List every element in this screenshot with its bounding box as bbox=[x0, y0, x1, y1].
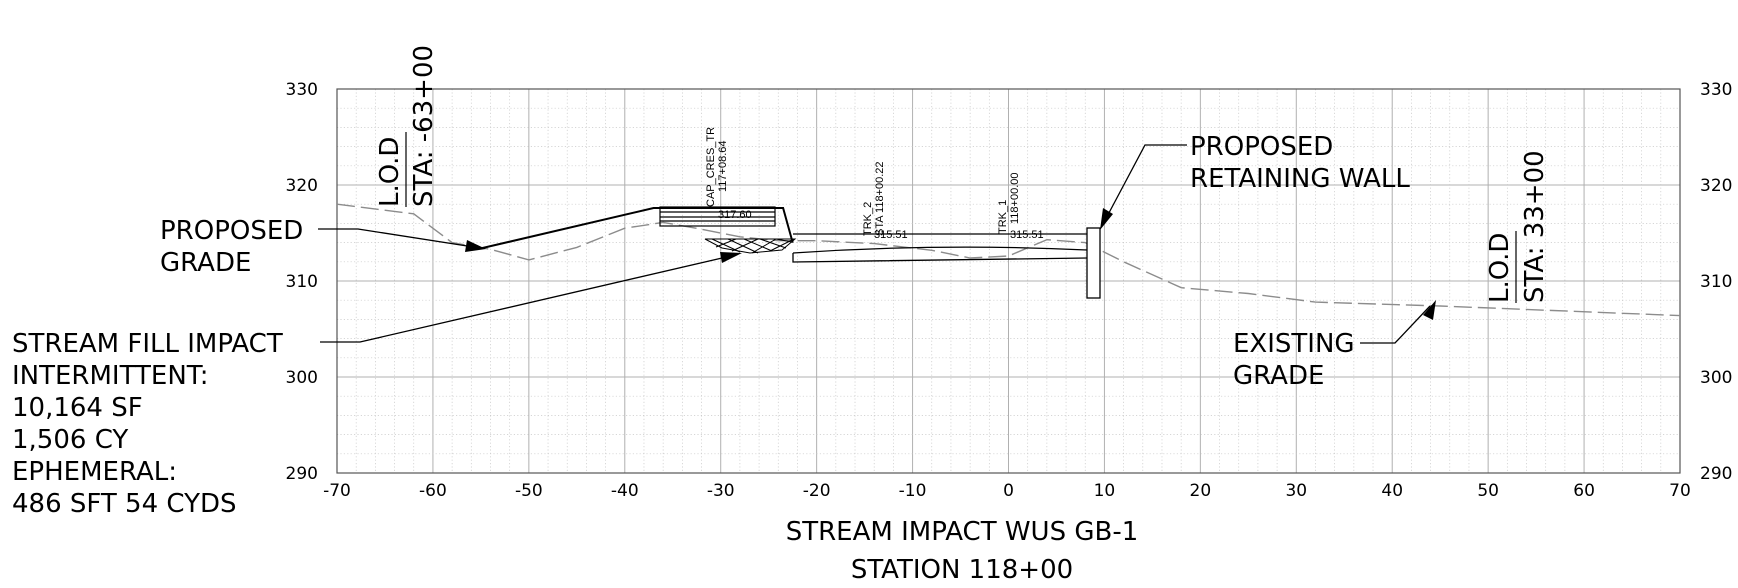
existing-grade-arrow bbox=[1423, 300, 1436, 320]
stream-fill-arrow bbox=[720, 252, 742, 263]
profile-lines bbox=[336, 203, 1681, 317]
x-tick-label: -60 bbox=[419, 481, 447, 501]
trk2-name-label: TRK_2 bbox=[862, 202, 874, 236]
proposed-grade-label-2: GRADE bbox=[160, 248, 251, 278]
plot-frame bbox=[336, 88, 1681, 474]
stream-fill-hatch bbox=[704, 238, 797, 254]
existing-grade-line bbox=[336, 203, 1681, 317]
x-tick-label: 50 bbox=[1477, 481, 1499, 501]
lod-right-label: L.O.D bbox=[1485, 233, 1515, 303]
leader-lines bbox=[318, 144, 1431, 344]
proposed-grade-arrow bbox=[465, 240, 486, 252]
proposed-grade-leader bbox=[318, 228, 481, 249]
cap-structure bbox=[659, 206, 776, 227]
stream-fill-label-4: 1,506 CY bbox=[12, 425, 128, 455]
lod-right-station: STA: 33+00 bbox=[1520, 150, 1550, 303]
drawing-title: STREAM IMPACT WUS GB-1 bbox=[786, 517, 1139, 547]
existing-grade-leader bbox=[1360, 305, 1431, 344]
drawing-subtitle: STATION 118+00 bbox=[851, 555, 1073, 585]
y-tick-label-left: 300 bbox=[286, 368, 318, 388]
y-tick-label-right: 320 bbox=[1700, 176, 1732, 196]
existing-grade-label-2: GRADE bbox=[1233, 361, 1324, 391]
plot-grid bbox=[336, 88, 1681, 474]
lod-left-label: L.O.D bbox=[375, 137, 405, 207]
retaining-wall-arrow bbox=[1100, 208, 1113, 230]
y-tick-labels: 330 330 320 320 310 310 300 300 290 290 bbox=[286, 80, 1733, 484]
trk2-elevation-label: 315.51 bbox=[874, 229, 908, 241]
x-tick-label: 10 bbox=[1094, 481, 1116, 501]
x-tick-label: 30 bbox=[1285, 481, 1307, 501]
trk1-elevation-label: 315.51 bbox=[1010, 229, 1044, 241]
stream-fill-label-5: EPHEMERAL: bbox=[12, 457, 177, 487]
cap-elevation-label: 317.60 bbox=[718, 209, 752, 221]
x-tick-label: 0 bbox=[1003, 481, 1014, 501]
x-tick-label: 20 bbox=[1190, 481, 1212, 501]
stream-fill-label-2: INTERMITTENT: bbox=[12, 361, 209, 391]
x-tick-label: -50 bbox=[515, 481, 543, 501]
trk2-station-label: STA 118+00.22 bbox=[874, 161, 886, 236]
x-tick-labels: -70 -60 -50 -40 -30 -20 -10 0 10 20 30 40 50 60 70 bbox=[323, 481, 1691, 501]
x-tick-label: 70 bbox=[1669, 481, 1691, 501]
y-tick-label-left: 330 bbox=[286, 80, 318, 100]
x-tick-label: -10 bbox=[899, 481, 927, 501]
x-tick-label: -20 bbox=[803, 481, 831, 501]
y-tick-label-right: 290 bbox=[1700, 464, 1732, 484]
stream-fill-label-1: STREAM FILL IMPACT bbox=[12, 329, 283, 359]
proposed-grade-label-1: PROPOSED bbox=[160, 216, 303, 246]
retaining-wall bbox=[1086, 227, 1101, 299]
track-bed bbox=[792, 233, 1088, 263]
stream-fill-label-3: 10,164 SF bbox=[12, 393, 143, 423]
cap-station-label: 117+08.64 bbox=[717, 141, 729, 193]
trk1-station-label: 118+00.00 bbox=[1009, 173, 1021, 225]
x-tick-label: 60 bbox=[1573, 481, 1595, 501]
x-tick-label: -30 bbox=[707, 481, 735, 501]
x-tick-label: 40 bbox=[1381, 481, 1403, 501]
retaining-wall-label-1: PROPOSED bbox=[1190, 132, 1333, 162]
retaining-wall-label-2: RETAINING WALL bbox=[1190, 164, 1410, 194]
y-tick-label-right: 300 bbox=[1700, 368, 1732, 388]
y-tick-label-left: 320 bbox=[286, 176, 318, 196]
stream-fill-leader bbox=[320, 254, 736, 343]
x-tick-label: -70 bbox=[323, 481, 351, 501]
leader-arrowheads bbox=[465, 208, 1436, 320]
existing-grade-label-1: EXISTING bbox=[1233, 329, 1355, 359]
y-tick-label-right: 330 bbox=[1700, 80, 1732, 100]
lod-left-station: STA: -63+00 bbox=[409, 45, 439, 207]
y-tick-label-left: 310 bbox=[286, 272, 318, 292]
stream-fill-label-6: 486 SFT 54 CYDS bbox=[12, 489, 237, 519]
trk1-name-label: TRK_1 bbox=[997, 200, 1009, 234]
proposed-grade-line bbox=[480, 207, 794, 250]
y-tick-label-right: 310 bbox=[1700, 272, 1732, 292]
cap-name-label: CAP_CRES_TR bbox=[705, 127, 717, 207]
y-tick-label-left: 290 bbox=[286, 464, 318, 484]
retaining-wall-leader bbox=[1101, 144, 1187, 227]
x-tick-label: -40 bbox=[611, 481, 639, 501]
